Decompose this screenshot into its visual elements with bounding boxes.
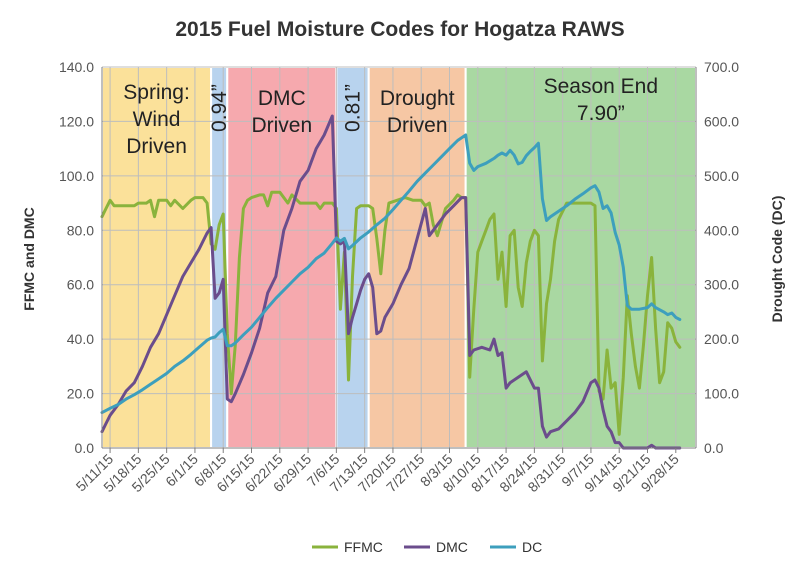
legend-label-ffmc: FFMC	[344, 539, 383, 555]
y2-tick-label: 200.0	[704, 331, 739, 347]
band-label: Season End	[544, 75, 658, 98]
y2-tick-label: 600.0	[704, 113, 739, 129]
band-label: Driven	[251, 114, 312, 137]
series-dc	[100, 133, 682, 415]
band-label: Driven	[126, 135, 187, 158]
series-lines	[100, 114, 682, 450]
series-dmc	[100, 114, 682, 450]
y-tick-label: 80.0	[67, 222, 94, 238]
y-tick-label: 100.0	[59, 168, 94, 184]
y-tick-label: 0.0	[75, 440, 95, 456]
y-tick-label: 60.0	[67, 277, 94, 293]
y2-tick-label: 400.0	[704, 222, 739, 238]
y-tick-label: 140.0	[59, 59, 94, 75]
band-label: Driven	[387, 114, 448, 137]
y2-tick-label: 500.0	[704, 168, 739, 184]
y-tick-label: 40.0	[67, 331, 94, 347]
band-label: 0.94”	[208, 84, 231, 132]
legend-label-dmc: DMC	[436, 539, 468, 555]
band-label: DMC	[258, 87, 306, 110]
band-labels: Spring: Wind Driven 0.94” DMC Driven 0.81” Drou…	[123, 75, 658, 158]
legend: FFMC DMC DC	[312, 539, 542, 555]
band-label: Wind	[133, 108, 181, 131]
chart-title: 2015 Fuel Moisture Codes for Hogatza RAW…	[175, 18, 624, 41]
y2-tick-label: 0.0	[704, 440, 724, 456]
y-axis-label: FFMC and DMC	[21, 207, 37, 310]
band-label: 0.81”	[342, 84, 365, 132]
y2-tick-label: 700.0	[704, 59, 739, 75]
legend-label-dc: DC	[522, 539, 542, 555]
band-label: Spring:	[123, 81, 190, 104]
y2-axis-label: Drought Code (DC)	[769, 196, 785, 323]
y2-tick-label: 100.0	[704, 386, 739, 402]
band-label: Drought	[380, 87, 455, 110]
y-tick-label: 120.0	[59, 113, 94, 129]
band-label: 7.90”	[577, 102, 625, 125]
y-tick-label: 20.0	[67, 386, 94, 402]
y2-tick-label: 300.0	[704, 277, 739, 293]
